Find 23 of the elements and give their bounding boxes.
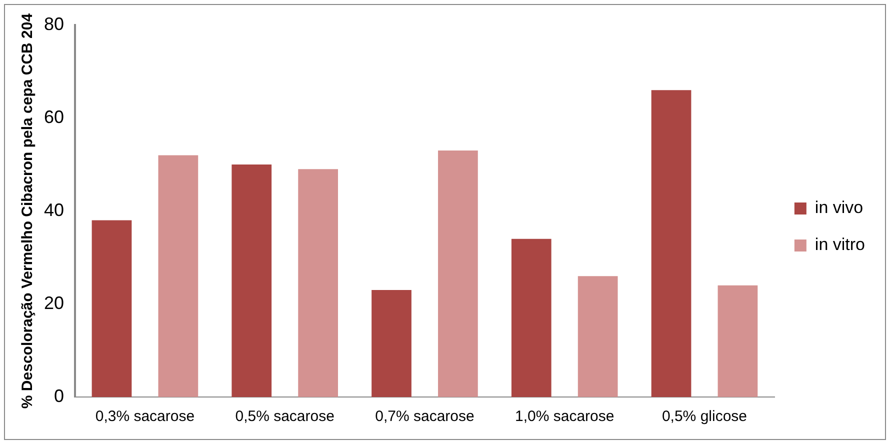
y-tick-label: 20 bbox=[44, 292, 64, 313]
y-axis-title: % Descoloração Vermelho Cibacron pela cepa CCB 204 bbox=[19, 12, 36, 409]
bar bbox=[718, 285, 758, 397]
bar bbox=[651, 90, 692, 397]
x-tick-label: 0,5% sacarose bbox=[235, 408, 334, 426]
bar bbox=[372, 290, 412, 397]
x-tick-label: 0,3% sacarose bbox=[95, 408, 195, 426]
bar bbox=[438, 150, 478, 397]
bar bbox=[511, 238, 552, 397]
y-tick-label: 60 bbox=[44, 106, 64, 127]
y-tick-label: 40 bbox=[44, 200, 64, 220]
x-tick-label: 1,0% sacarose bbox=[514, 408, 614, 426]
y-tick-label: 0 bbox=[54, 386, 64, 406]
legend-label: in vitro bbox=[814, 235, 866, 254]
bar bbox=[578, 276, 618, 397]
bar bbox=[298, 169, 338, 397]
y-tick-label: 80 bbox=[44, 14, 64, 34]
x-tick-label: 0,7% sacarose bbox=[375, 408, 474, 426]
bar bbox=[158, 155, 198, 397]
bar bbox=[92, 220, 132, 397]
legend-label: in vivo bbox=[814, 198, 864, 218]
bar bbox=[232, 164, 272, 397]
x-tick-label: 0,5% glicose bbox=[662, 408, 748, 426]
